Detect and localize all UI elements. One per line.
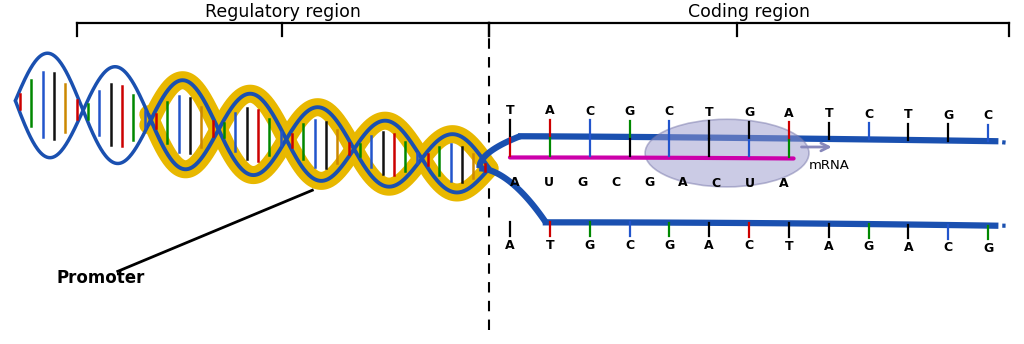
Text: G: G [644,176,654,189]
Text: G: G [585,239,595,251]
Text: C: C [864,108,873,120]
Text: G: G [625,105,635,118]
Text: T: T [904,108,912,121]
Text: T: T [546,239,554,251]
Text: C: C [744,239,754,252]
Text: G: G [577,176,588,189]
Text: A: A [510,176,520,189]
Text: T: T [784,239,794,252]
Text: G: G [665,239,675,252]
Text: A: A [678,176,687,190]
Text: U: U [744,177,755,190]
Text: T: T [705,106,714,119]
Text: U: U [544,176,554,189]
Ellipse shape [645,119,809,187]
Text: C: C [712,176,721,190]
Text: C: C [585,105,594,118]
Text: G: G [943,109,953,122]
Text: A: A [903,241,913,254]
Text: G: G [863,240,873,253]
Text: T: T [824,107,834,120]
Text: C: C [944,241,953,254]
Text: Promoter: Promoter [56,269,144,287]
Text: C: C [611,176,621,189]
Text: A: A [705,239,714,252]
Text: A: A [545,105,555,117]
Text: C: C [625,239,634,252]
Text: A: A [784,107,794,120]
Text: G: G [983,242,993,255]
Text: C: C [984,109,992,122]
Text: A: A [778,177,788,190]
Text: C: C [665,105,674,118]
Text: Regulatory region: Regulatory region [205,3,361,21]
Text: mRNA: mRNA [809,159,850,172]
Text: A: A [505,239,515,251]
Text: Coding region: Coding region [688,3,810,21]
Text: A: A [824,240,834,253]
Text: T: T [506,104,514,117]
Text: G: G [743,106,755,119]
